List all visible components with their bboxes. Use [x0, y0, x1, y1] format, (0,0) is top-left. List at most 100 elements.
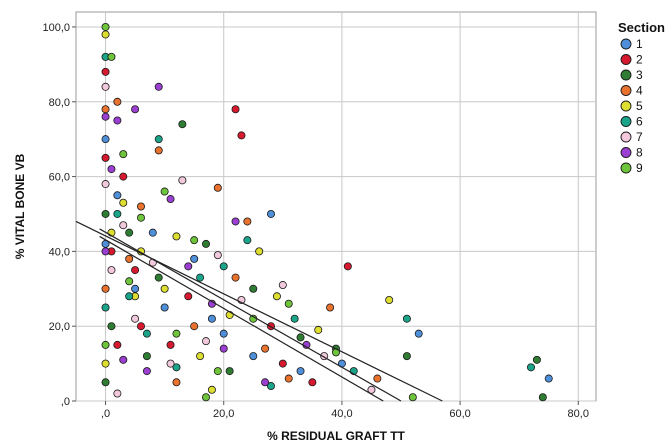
fit-line	[75, 220, 443, 402]
data-point-section-1	[160, 303, 169, 312]
data-point-section-6	[219, 262, 228, 271]
data-point-section-3	[532, 355, 541, 364]
data-point-section-4	[136, 202, 145, 211]
fit-line	[99, 235, 384, 402]
data-point-section-1	[414, 329, 423, 338]
data-point-section-8	[154, 82, 163, 91]
x-tick-label: ,0	[101, 408, 110, 420]
data-point-section-1	[249, 352, 258, 361]
data-point-section-4	[113, 97, 122, 106]
data-point-section-4	[154, 146, 163, 155]
data-point-section-9	[160, 187, 169, 196]
data-point-section-7	[278, 281, 287, 290]
data-point-section-3	[142, 352, 151, 361]
x-tick-label: 20,0	[213, 408, 234, 420]
data-point-section-8	[101, 247, 110, 256]
data-point-section-5	[101, 30, 110, 39]
legend-label-section-3: 3	[636, 68, 643, 82]
legend-label-section-7: 7	[636, 130, 643, 144]
data-point-section-8	[113, 116, 122, 125]
data-point-section-4	[101, 284, 110, 293]
data-point-section-9	[136, 213, 145, 222]
data-point-section-3	[249, 284, 258, 293]
data-point-section-3	[154, 273, 163, 282]
data-point-section-8	[219, 344, 228, 353]
data-point-section-3	[101, 209, 110, 218]
data-point-section-1	[266, 209, 275, 218]
data-point-section-8	[166, 195, 175, 204]
data-point-section-1	[190, 254, 199, 263]
data-point-section-2	[136, 322, 145, 331]
data-point-section-3	[107, 322, 116, 331]
legend-marker-section-8	[620, 147, 632, 158]
data-point-section-9	[201, 393, 210, 402]
y-tick-label: 60,0	[49, 172, 70, 184]
data-point-section-9	[119, 150, 128, 159]
data-point-section-1	[113, 191, 122, 200]
legend-marker-section-3	[620, 69, 632, 81]
data-point-section-6	[113, 209, 122, 218]
legend-label-section-4: 4	[636, 84, 643, 98]
data-point-section-7	[201, 337, 210, 346]
grid	[75, 11, 597, 402]
legend-marker-section-1	[620, 38, 632, 50]
x-tick-label: 80,0	[568, 408, 589, 420]
data-point-section-1	[131, 284, 140, 293]
data-point-section-4	[373, 374, 382, 383]
data-point-section-7	[213, 251, 222, 260]
data-point-section-6	[172, 363, 181, 372]
data-point-section-1	[207, 314, 216, 323]
legend-marker-section-4	[620, 85, 632, 96]
data-point-section-7	[367, 385, 376, 394]
data-point-section-6	[266, 382, 275, 391]
data-point-section-8	[107, 165, 116, 174]
data-point-section-5	[119, 198, 128, 207]
data-point-section-1	[544, 374, 553, 383]
data-point-section-2	[278, 359, 287, 368]
data-points	[101, 22, 553, 402]
data-point-section-7	[113, 389, 122, 398]
data-point-section-2	[343, 262, 352, 271]
data-point-section-6	[243, 236, 252, 245]
data-point-section-3	[402, 352, 411, 361]
data-point-section-6	[142, 329, 151, 338]
x-tick-label: 40,0	[331, 408, 352, 420]
data-point-section-7	[178, 176, 187, 185]
data-point-section-7	[107, 266, 116, 275]
axes: ,0 20,0 40,0 60,0 80,0 ,0 20,0 40,0 60,0 80,0 100,…	[42, 22, 589, 420]
x-axis-title: % RESIDUAL GRAFT TT	[267, 429, 405, 443]
data-point-section-7	[101, 180, 110, 189]
data-point-section-5	[272, 292, 281, 301]
y-axis-title: % VITAL BONE VB	[13, 153, 27, 259]
data-point-section-2	[184, 292, 193, 301]
data-point-section-3	[296, 333, 305, 342]
data-point-section-1	[101, 135, 110, 144]
data-point-section-9	[107, 52, 116, 61]
data-point-section-5	[207, 385, 216, 394]
data-point-section-8	[231, 217, 240, 226]
data-point-section-4	[190, 322, 199, 331]
data-point-section-2	[113, 340, 122, 349]
legend-label-section-5: 5	[636, 99, 643, 113]
data-point-section-1	[296, 367, 305, 376]
fit-lines	[75, 220, 443, 402]
data-point-section-7	[166, 359, 175, 368]
legend-marker-section-9	[620, 162, 632, 174]
data-point-section-3	[538, 393, 547, 402]
data-point-section-4	[284, 374, 293, 383]
data-point-section-9	[190, 236, 199, 245]
data-point-section-8	[142, 367, 151, 376]
data-point-section-2	[119, 172, 128, 181]
data-point-section-6	[154, 135, 163, 144]
data-point-section-6	[196, 273, 205, 282]
data-point-section-1	[219, 329, 228, 338]
legend-label-section-2: 2	[636, 53, 643, 67]
data-point-section-5	[101, 359, 110, 368]
data-point-section-3	[101, 378, 110, 387]
data-point-section-8	[184, 262, 193, 271]
data-point-section-9	[101, 22, 110, 31]
legend-label-section-6: 6	[636, 115, 643, 129]
legend: 1 23 45 67 89	[620, 37, 643, 175]
data-point-section-6	[125, 292, 134, 301]
data-point-section-7	[131, 314, 140, 323]
